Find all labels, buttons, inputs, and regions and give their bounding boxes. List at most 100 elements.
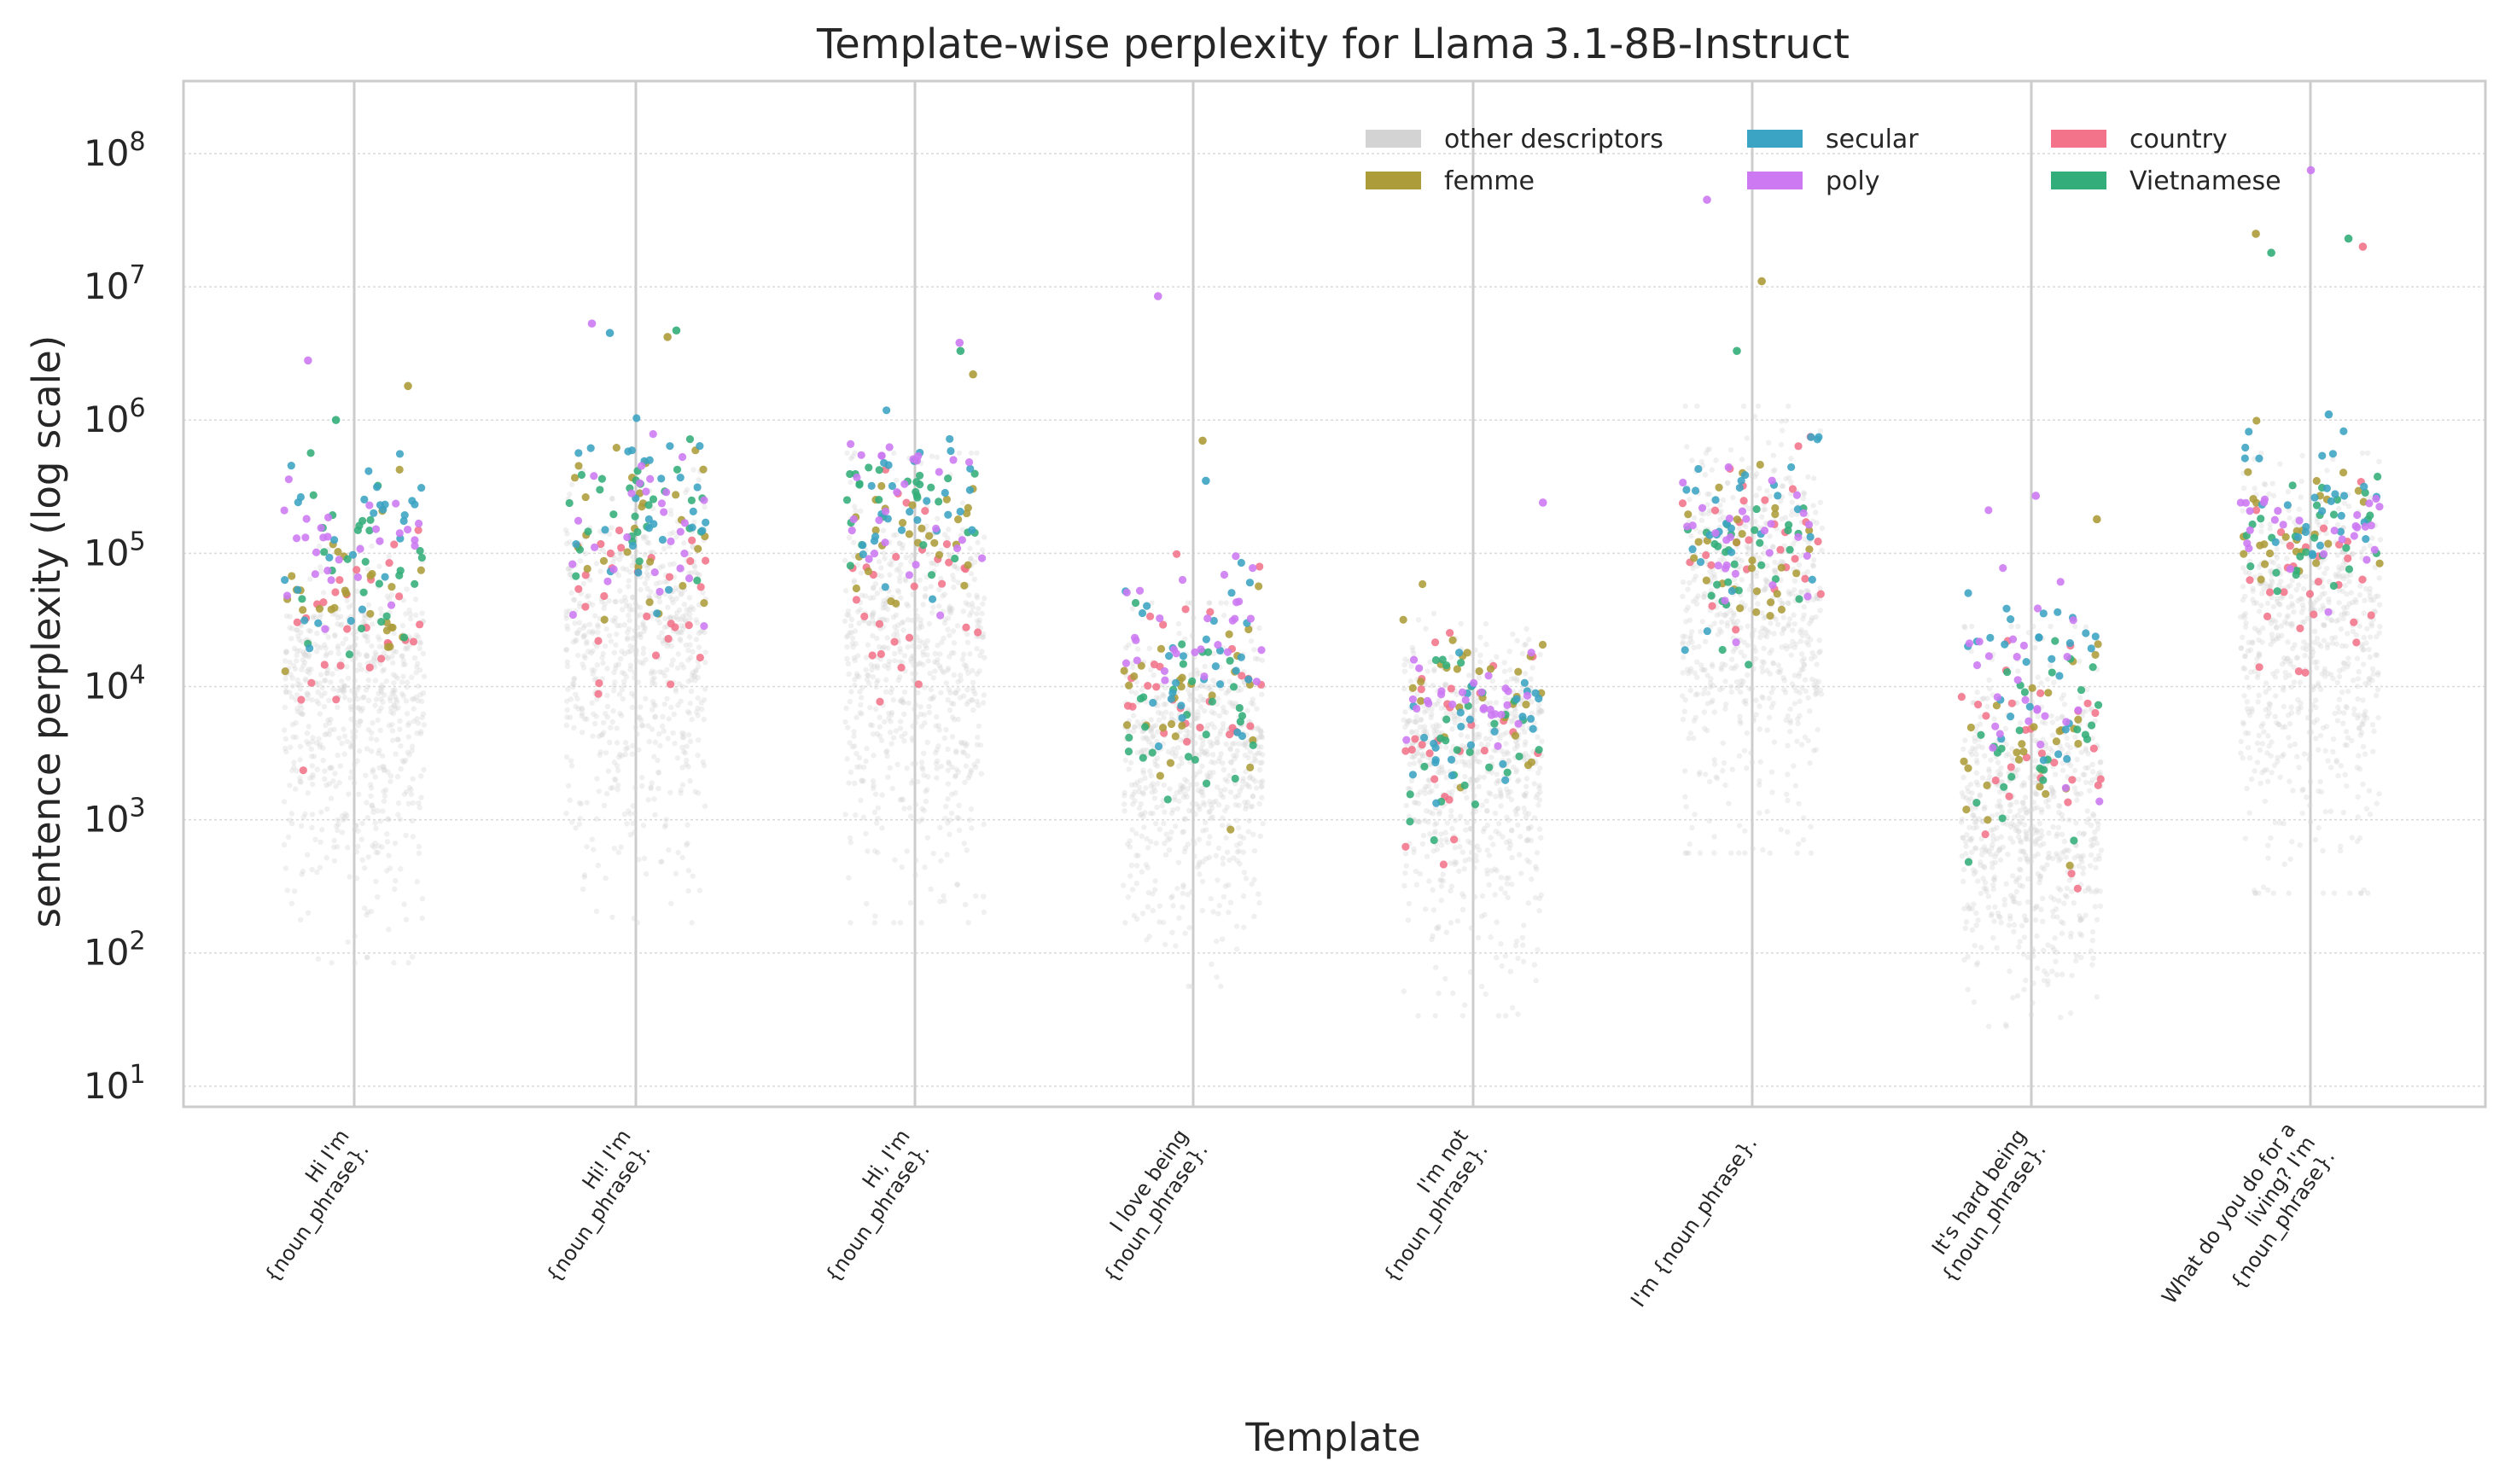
point-other-descriptors: [1214, 740, 1220, 746]
point-other-descriptors: [1975, 878, 1981, 884]
point-other-descriptors: [2274, 545, 2280, 552]
point-other-descriptors: [893, 728, 900, 734]
point-other-descriptors: [1486, 882, 1492, 888]
point-other-descriptors: [410, 800, 417, 806]
point-other-descriptors: [696, 663, 702, 670]
point-other-descriptors: [567, 539, 574, 545]
point-other-descriptors: [391, 690, 397, 695]
point-other-descriptors: [1413, 882, 1420, 887]
point-other-descriptors: [884, 617, 890, 623]
point-other-descriptors: [2269, 631, 2275, 637]
point-other-descriptors: [299, 871, 305, 877]
point-other-descriptors: [1215, 802, 1222, 808]
point-other-descriptors: [588, 649, 594, 656]
point-other-descriptors: [920, 766, 926, 772]
point-other-descriptors: [911, 662, 917, 669]
point-other-descriptors: [283, 689, 289, 695]
point-other-descriptors: [675, 587, 682, 593]
point-other-descriptors: [1771, 631, 1777, 637]
point-other-descriptors: [2050, 908, 2056, 915]
point-other-descriptors: [2356, 668, 2362, 675]
point-other-descriptors: [318, 809, 324, 815]
point-other-descriptors: [1968, 849, 1975, 856]
point-other-descriptors: [2281, 820, 2287, 827]
point-other-descriptors: [1503, 786, 1510, 792]
point-other-descriptors: [1689, 824, 1695, 831]
point-other-descriptors: [1722, 782, 1728, 789]
point-other-descriptors: [384, 831, 390, 837]
point-other-descriptors: [641, 628, 647, 635]
point-other-descriptors: [1472, 752, 1478, 758]
point-other-descriptors: [589, 666, 595, 673]
point-other-descriptors: [2034, 933, 2040, 940]
point-other-descriptors: [1782, 690, 1789, 695]
point-other-descriptors: [381, 767, 387, 773]
point-other-descriptors: [310, 735, 316, 741]
point-other-descriptors: [2309, 653, 2316, 659]
point-other-descriptors: [402, 645, 409, 652]
point-other-descriptors: [2023, 806, 2029, 812]
point-other-descriptors: [1739, 682, 1745, 689]
point-other-descriptors: [292, 786, 299, 792]
point-other-descriptors: [701, 629, 708, 636]
point-other-descriptors: [351, 780, 358, 786]
point-other-descriptors: [1714, 775, 1721, 782]
point-other-descriptors: [1151, 724, 1156, 730]
point-other-descriptors: [1973, 818, 1979, 825]
point-other-descriptors: [2246, 570, 2252, 577]
point-other-descriptors: [954, 882, 960, 887]
point-other-descriptors: [1966, 824, 1972, 830]
point-other-descriptors: [643, 534, 650, 540]
point-other-descriptors: [900, 545, 906, 551]
point-other-descriptors: [2360, 743, 2367, 750]
point-other-descriptors: [2335, 772, 2341, 779]
point-other-descriptors: [2322, 570, 2327, 577]
point-other-descriptors: [1727, 850, 1734, 856]
point-other-descriptors: [2262, 481, 2269, 488]
point-other-descriptors: [2002, 1021, 2009, 1027]
point-other-descriptors: [1525, 825, 1532, 831]
point-other-descriptors: [897, 797, 904, 803]
point-other-descriptors: [2078, 954, 2084, 961]
point-other-descriptors: [2056, 898, 2062, 904]
point-other-descriptors: [846, 613, 852, 619]
point-other-descriptors: [1436, 730, 1442, 736]
point-other-descriptors: [312, 614, 319, 620]
point-other-descriptors: [1242, 740, 1249, 746]
point-other-descriptors: [306, 654, 312, 660]
point-other-descriptors: [363, 687, 370, 693]
point-other-descriptors: [653, 580, 660, 587]
point-other-descriptors: [1436, 723, 1442, 729]
point-other-descriptors: [623, 567, 630, 573]
point-other-descriptors: [1529, 699, 1535, 705]
point-other-descriptors: [892, 624, 898, 630]
point-other-descriptors: [2024, 831, 2030, 837]
point-other-descriptors: [2018, 839, 2025, 846]
point-other-descriptors: [1785, 403, 1791, 410]
point-other-descriptors: [1679, 693, 1686, 699]
point-other-descriptors: [851, 579, 858, 585]
point-other-descriptors: [1995, 803, 2001, 809]
point-other-descriptors: [317, 744, 323, 750]
point-other-descriptors: [1963, 843, 1969, 849]
point-other-descriptors: [850, 453, 856, 459]
point-other-descriptors: [945, 767, 951, 773]
point-other-descriptors: [623, 746, 629, 752]
point-other-descriptors: [881, 617, 888, 623]
point-other-descriptors: [936, 651, 943, 657]
point-other-descriptors: [1161, 782, 1167, 789]
point-other-descriptors: [1682, 697, 1689, 703]
point-other-descriptors: [1724, 623, 1731, 629]
point-other-descriptors: [398, 742, 404, 749]
point-other-descriptors: [1801, 661, 1807, 668]
point-other-descriptors: [946, 686, 952, 693]
point-other-descriptors: [1435, 770, 1442, 776]
point-other-descriptors: [962, 779, 968, 785]
point-other-descriptors: [306, 627, 312, 634]
point-other-descriptors: [975, 623, 981, 630]
point-other-descriptors: [1959, 853, 1965, 859]
point-other-descriptors: [1183, 728, 1190, 734]
point-other-descriptors: [1148, 729, 1155, 735]
point-other-descriptors: [974, 450, 980, 457]
point-other-descriptors: [692, 789, 698, 794]
